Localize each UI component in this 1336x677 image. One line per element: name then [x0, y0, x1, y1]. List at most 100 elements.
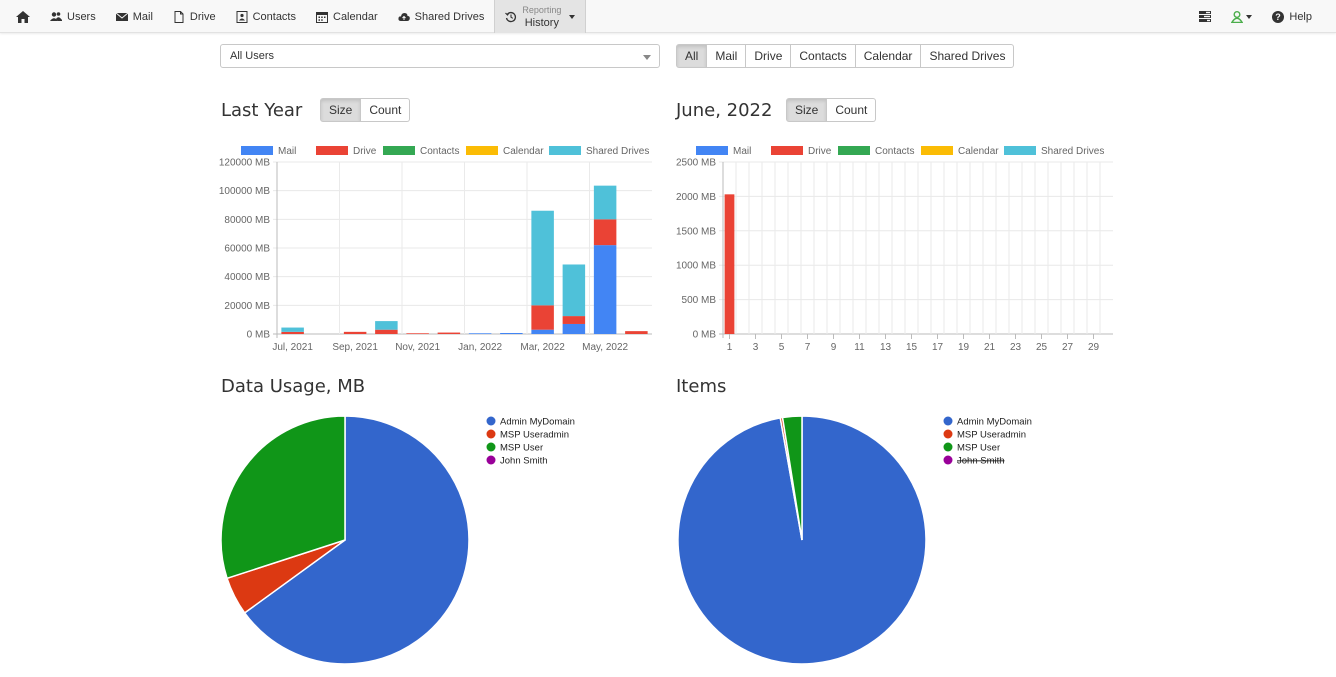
- bar-drive[interactable]: [593, 219, 617, 246]
- legend-dot[interactable]: [943, 455, 953, 465]
- legend-label[interactable]: Admin MyDomain: [957, 417, 1032, 428]
- bar-drive[interactable]: [375, 329, 398, 334]
- x-tick-label: Jul, 2021: [272, 342, 313, 353]
- bar-drive[interactable]: [281, 331, 304, 334]
- service-all-button[interactable]: All: [676, 44, 708, 68]
- legend-dot[interactable]: [486, 429, 496, 439]
- chevron-down-icon: [1246, 14, 1253, 19]
- y-tick-label: 100000 MB: [219, 186, 270, 197]
- legend-label[interactable]: Drive: [353, 146, 377, 157]
- legend-swatch[interactable]: [1004, 146, 1036, 155]
- legend-dot[interactable]: [943, 429, 953, 439]
- nav-history-small: Reporting: [522, 4, 562, 15]
- legend-label[interactable]: John Smith: [500, 456, 548, 467]
- nav-contacts-label: Contacts: [252, 10, 296, 23]
- june-count-button[interactable]: Count: [827, 98, 877, 122]
- x-tick-label: Mar, 2022: [520, 342, 565, 353]
- legend-dot[interactable]: [486, 442, 496, 452]
- x-tick-label: Jan, 2022: [458, 342, 502, 353]
- bar-drive[interactable]: [343, 331, 367, 334]
- legend-swatch[interactable]: [316, 146, 348, 155]
- bar-shared-drives[interactable]: [531, 210, 554, 306]
- nav-help[interactable]: ? Help: [1262, 0, 1322, 33]
- bar-mail[interactable]: [562, 323, 586, 334]
- service-shared-drives-button[interactable]: Shared Drives: [921, 44, 1015, 68]
- june-size-button[interactable]: Size: [786, 98, 828, 122]
- nav-shared-drives[interactable]: Shared Drives: [388, 0, 495, 33]
- legend-swatch[interactable]: [696, 146, 728, 155]
- legend-label[interactable]: Contacts: [420, 146, 459, 157]
- legend-swatch[interactable]: [921, 146, 953, 155]
- bar-shared-drives[interactable]: [281, 327, 304, 332]
- mail-icon: [115, 12, 128, 21]
- legend-swatch[interactable]: [241, 146, 273, 155]
- nav-reporting-history[interactable]: Reporting History: [494, 0, 587, 33]
- legend-dot[interactable]: [486, 416, 496, 426]
- items-title: Items: [676, 376, 727, 397]
- nav-mail-label: Mail: [132, 10, 153, 23]
- bar-mail[interactable]: [468, 333, 492, 334]
- legend-label[interactable]: Admin MyDomain: [500, 417, 575, 428]
- nav-mail[interactable]: Mail: [106, 0, 163, 33]
- legend-label[interactable]: Shared Drives: [1041, 146, 1104, 157]
- bar-shared-drives[interactable]: [593, 185, 617, 220]
- legend-label[interactable]: Drive: [808, 146, 832, 157]
- nav-users[interactable]: Users: [40, 0, 106, 33]
- home-button[interactable]: [8, 0, 40, 33]
- legend-swatch[interactable]: [466, 146, 498, 155]
- user-select[interactable]: All Users: [220, 44, 660, 68]
- bar-drive[interactable]: [625, 331, 648, 334]
- service-contacts-button[interactable]: Contacts: [791, 44, 856, 68]
- legend-label[interactable]: MSP User: [500, 443, 543, 454]
- nav-right: ? Help: [1189, 0, 1322, 33]
- bar-drive[interactable]: [562, 316, 586, 324]
- legend-swatch[interactable]: [771, 146, 803, 155]
- service-drive-button[interactable]: Drive: [746, 44, 792, 68]
- pie-slice[interactable]: [220, 415, 346, 580]
- y-tick-label: 40000 MB: [224, 272, 270, 283]
- x-tick-label: 11: [854, 342, 865, 353]
- legend-label[interactable]: MSP Useradmin: [957, 430, 1026, 441]
- nav-calendar[interactable]: Calendar: [306, 0, 388, 33]
- legend-swatch[interactable]: [549, 146, 581, 155]
- bar-mail[interactable]: [500, 332, 523, 334]
- legend-label[interactable]: Mail: [278, 146, 296, 157]
- bar-shared-drives[interactable]: [562, 264, 586, 317]
- last-year-count-button[interactable]: Count: [361, 98, 411, 122]
- bar-drive[interactable]: [406, 333, 429, 334]
- legend-label[interactable]: Calendar: [503, 146, 544, 157]
- nav-user-menu[interactable]: [1221, 0, 1262, 33]
- bar-drive[interactable]: [724, 194, 735, 334]
- legend-label[interactable]: Calendar: [958, 146, 999, 157]
- legend-label[interactable]: John Smith: [957, 456, 1005, 467]
- nav-settings[interactable]: [1189, 0, 1221, 33]
- legend-label[interactable]: Mail: [733, 146, 751, 157]
- last-year-toggle: Size Count: [320, 98, 411, 122]
- pie-slice[interactable]: [243, 415, 470, 665]
- tasks-icon: [1199, 11, 1212, 22]
- legend-label[interactable]: Contacts: [875, 146, 914, 157]
- service-calendar-button[interactable]: Calendar: [855, 44, 922, 68]
- legend-dot[interactable]: [943, 442, 953, 452]
- legend-label[interactable]: MSP User: [957, 443, 1000, 454]
- legend-label[interactable]: MSP Useradmin: [500, 430, 569, 441]
- x-tick-label: 13: [880, 342, 892, 353]
- bar-drive[interactable]: [437, 332, 461, 334]
- legend-dot[interactable]: [486, 455, 496, 465]
- nav-drive[interactable]: Drive: [163, 0, 226, 33]
- bar-mail[interactable]: [531, 329, 554, 334]
- bar-drive[interactable]: [531, 305, 554, 330]
- legend-label[interactable]: Shared Drives: [586, 146, 649, 157]
- nav-contacts[interactable]: Contacts: [226, 0, 306, 33]
- legend-swatch[interactable]: [838, 146, 870, 155]
- bar-shared-drives[interactable]: [375, 321, 398, 330]
- pie-slice[interactable]: [781, 415, 803, 541]
- legend-swatch[interactable]: [383, 146, 415, 155]
- legend-dot[interactable]: [943, 416, 953, 426]
- last-year-size-button[interactable]: Size: [320, 98, 362, 122]
- service-mail-button[interactable]: Mail: [707, 44, 747, 68]
- bar-mail[interactable]: [593, 245, 617, 334]
- last-year-bar-chart: Mail Drive Contacts Calendar Shared Drives 0 …: [219, 146, 652, 353]
- calendar-icon: [316, 11, 328, 23]
- user-select-value: All Users: [230, 50, 275, 62]
